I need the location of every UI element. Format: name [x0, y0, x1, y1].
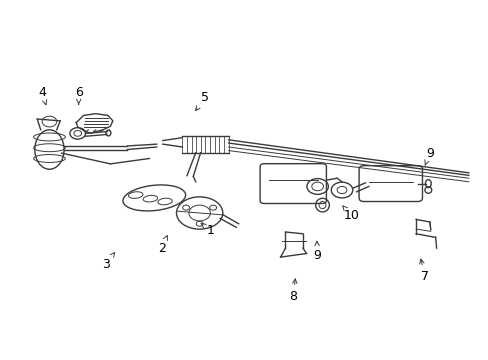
Text: 6: 6 [75, 86, 82, 104]
Text: 1: 1 [201, 224, 214, 237]
Text: 9: 9 [313, 241, 321, 262]
Text: 2: 2 [157, 235, 167, 255]
Text: 10: 10 [342, 206, 359, 222]
Text: 7: 7 [419, 259, 428, 283]
Text: 4: 4 [38, 86, 47, 105]
Text: 9: 9 [424, 147, 433, 165]
Text: 8: 8 [289, 279, 297, 303]
Text: 5: 5 [195, 91, 209, 111]
Text: 3: 3 [102, 253, 114, 271]
